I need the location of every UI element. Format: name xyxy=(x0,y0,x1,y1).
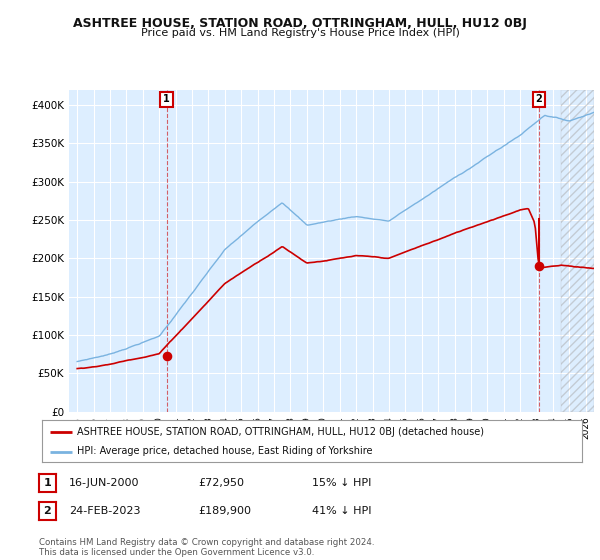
Text: ASHTREE HOUSE, STATION ROAD, OTTRINGHAM, HULL, HU12 0BJ: ASHTREE HOUSE, STATION ROAD, OTTRINGHAM,… xyxy=(73,17,527,30)
Text: Price paid vs. HM Land Registry's House Price Index (HPI): Price paid vs. HM Land Registry's House … xyxy=(140,28,460,38)
Text: HPI: Average price, detached house, East Riding of Yorkshire: HPI: Average price, detached house, East… xyxy=(77,446,373,456)
Text: 15% ↓ HPI: 15% ↓ HPI xyxy=(312,478,371,488)
Text: 2: 2 xyxy=(44,506,51,516)
Text: 16-JUN-2000: 16-JUN-2000 xyxy=(69,478,139,488)
Text: £189,900: £189,900 xyxy=(198,506,251,516)
Text: £72,950: £72,950 xyxy=(198,478,244,488)
Point xyxy=(162,351,172,360)
Text: Contains HM Land Registry data © Crown copyright and database right 2024.
This d: Contains HM Land Registry data © Crown c… xyxy=(39,538,374,557)
Point xyxy=(534,262,544,270)
Text: 2: 2 xyxy=(536,95,542,104)
Text: ASHTREE HOUSE, STATION ROAD, OTTRINGHAM, HULL, HU12 0BJ (detached house): ASHTREE HOUSE, STATION ROAD, OTTRINGHAM,… xyxy=(77,427,484,437)
Text: 41% ↓ HPI: 41% ↓ HPI xyxy=(312,506,371,516)
Text: 1: 1 xyxy=(44,478,51,488)
Text: 24-FEB-2023: 24-FEB-2023 xyxy=(69,506,140,516)
Text: 1: 1 xyxy=(163,95,170,104)
